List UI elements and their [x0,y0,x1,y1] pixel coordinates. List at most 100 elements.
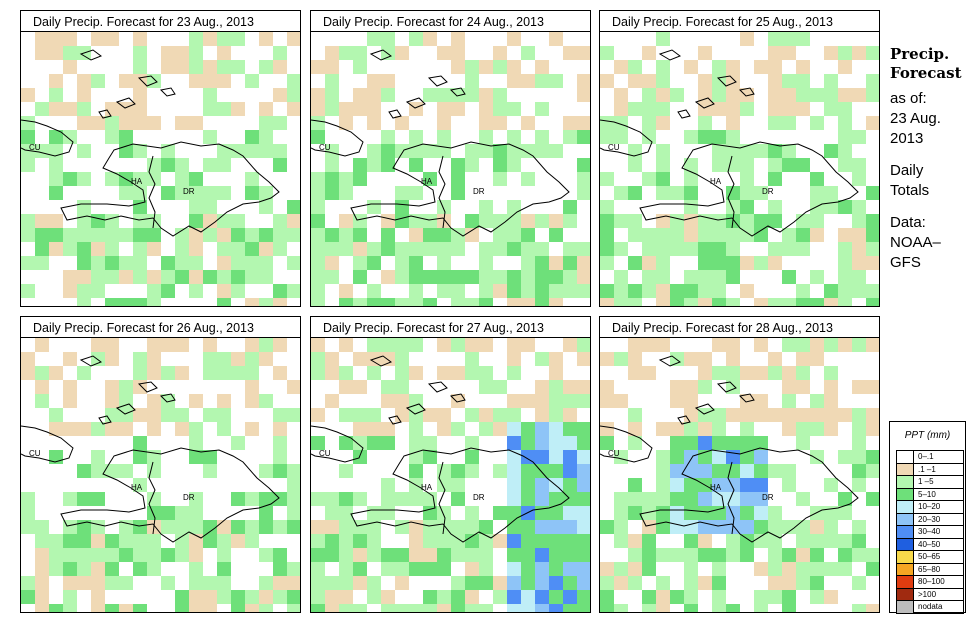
precip-cell [670,88,684,102]
precip-cell [325,352,339,366]
precip-cell [189,270,203,284]
legend-label: 80–100 [918,577,945,587]
precip-cell [339,380,353,394]
precip-cell [726,60,740,74]
precip-cell [712,74,726,88]
precip-cell [656,298,670,306]
precip-cell [119,534,133,548]
precip-cell [217,408,231,422]
precip-cell [21,144,35,158]
precip-cell [642,590,656,604]
precip-cell [824,366,838,380]
precip-cell [21,492,35,506]
precip-cell [782,422,796,436]
precip-cell [353,60,367,74]
precip-cell [535,74,549,88]
precip-cell [740,256,754,270]
coastline [716,381,737,393]
precip-cell [507,548,521,562]
precip-cell [311,270,325,284]
precip-cell [577,548,590,562]
precip-cell [49,130,63,144]
precip-cell [63,394,77,408]
precip-cell [465,464,479,478]
precip-cell [782,548,796,562]
precip-cell [726,200,740,214]
precip-cell [49,562,63,576]
precip-cell [189,604,203,612]
precip-cell [521,548,535,562]
precip-cell [353,562,367,576]
precip-cell [740,284,754,298]
precip-cell [479,604,493,612]
precip-cell [684,380,698,394]
precip-cell [754,338,768,352]
precip-cell [133,60,147,74]
precip-cell [273,562,287,576]
precip-cell [465,158,479,172]
precip-cell [614,576,628,590]
precip-cell [577,604,590,612]
precip-cell [563,214,577,228]
precip-cell [63,422,77,436]
precip-cell [259,604,273,612]
precip-cell [698,256,712,270]
coastline [694,403,715,415]
precip-cell [245,228,259,242]
precip-cell [521,228,535,242]
coastline [639,141,859,237]
precip-cell [577,46,590,60]
forecast-info: Precip. Forecast as of: 23 Aug. 2013 Dai… [890,45,974,273]
precip-cell [684,562,698,576]
precip-cell [381,380,395,394]
precip-cell [628,422,642,436]
precip-cell [535,422,549,436]
precip-cell [712,604,726,612]
precip-cell [353,450,367,464]
precip-cell [479,408,493,422]
precip-cell [35,394,49,408]
precip-cell [614,242,628,256]
precip-cell [465,408,479,422]
precip-cell [479,548,493,562]
precip-cell [656,32,670,46]
legend-label: 10–20 [918,502,941,512]
precip-cell [49,88,63,102]
precip-cell [614,298,628,306]
coastline [311,119,364,157]
precip-cell [91,548,105,562]
precip-cell [451,534,465,548]
precip-cell [395,46,409,60]
precip-cell [521,116,535,130]
precip-cell [754,534,768,548]
precip-cell [287,520,300,534]
precip-cell [231,366,245,380]
precip-cell [549,548,563,562]
precip-cell [852,158,866,172]
precip-cell [698,116,712,130]
precip-cell [563,46,577,60]
legend-item: 5–10 [897,487,963,500]
precip-cell [712,102,726,116]
precip-cell [642,562,656,576]
precip-cell [479,130,493,144]
precip-cell [245,534,259,548]
precip-cell [367,200,381,214]
precip-cell [259,520,273,534]
precip-cell [824,534,838,548]
precip-cell [231,520,245,534]
precip-cell [437,200,451,214]
precip-cell [147,492,161,506]
precip-cell [245,172,259,186]
precip-cell [563,450,577,464]
precip-cell [133,102,147,116]
precip-cell [796,436,810,450]
precip-cell [507,130,521,144]
precip-cell [754,562,768,576]
precip-cell [712,492,726,506]
precip-cell [866,338,879,352]
precip-cell [105,228,119,242]
precip-cell [451,284,465,298]
precip-cell [287,102,300,116]
precip-cell [35,256,49,270]
